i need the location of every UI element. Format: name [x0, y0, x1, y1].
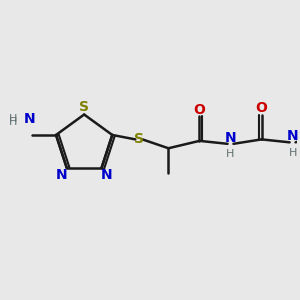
Text: N: N: [101, 168, 113, 182]
Text: O: O: [256, 101, 268, 115]
Text: H: H: [9, 114, 17, 124]
Text: S: S: [79, 100, 89, 114]
Text: N: N: [24, 112, 35, 126]
Text: H: H: [226, 149, 235, 159]
Text: H: H: [288, 148, 297, 158]
Text: N: N: [225, 131, 236, 145]
Text: N: N: [56, 168, 67, 182]
Text: N: N: [287, 129, 298, 143]
Text: S: S: [134, 132, 144, 146]
Text: O: O: [194, 103, 206, 117]
Text: H: H: [9, 117, 17, 127]
